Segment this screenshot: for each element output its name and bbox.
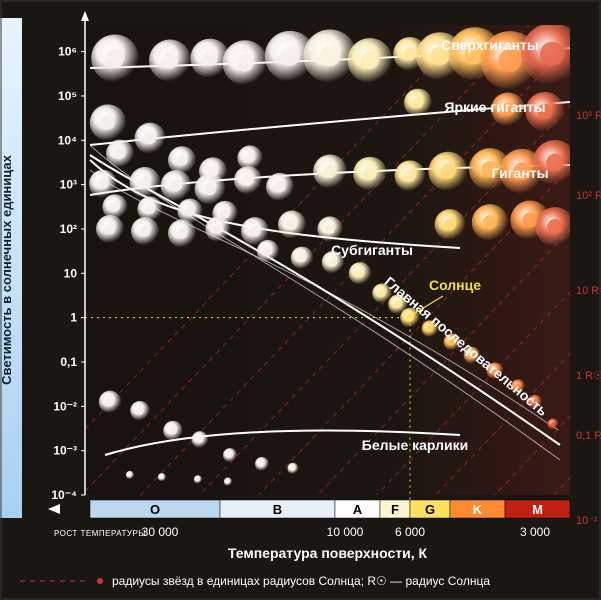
radius-tick-label: 10⁻² R☉	[576, 515, 601, 527]
y-tick-label: 10⁶	[58, 45, 77, 59]
group-label: Яркие гиганты	[444, 99, 545, 115]
x-tick-label: 30 000	[142, 525, 179, 539]
x-tick-label: 6 000	[395, 525, 425, 539]
legend-text: радиусы звёзд в единицах радиусов Солнца…	[112, 574, 490, 588]
group-label: Субгиганты	[331, 242, 413, 258]
y-tick-label: 10	[64, 266, 78, 280]
group-label: Гиганты	[491, 165, 548, 181]
radius-tick-label: 10 R☉	[576, 285, 601, 297]
group-label: Белые карлики	[362, 437, 468, 453]
y-tick-label: 0,1	[60, 355, 77, 369]
radius-tick-label: 1 R☉	[576, 370, 601, 382]
temp-rise-label: РОСТ ТЕМПЕРАТУРЫ	[54, 529, 146, 538]
x-tick-label: 3 000	[520, 525, 550, 539]
y-axis-label: Светимость в солнечных единицах	[0, 154, 14, 385]
y-tick-label: 10⁻²	[53, 399, 77, 413]
y-tick-label: 1	[70, 311, 77, 325]
x-axis-label: Температура поверхности, К	[228, 545, 428, 561]
y-tick-label: 10⁻³	[53, 444, 77, 458]
legend-dot	[97, 578, 103, 584]
radius-tick-label: 0,1 R☉	[576, 430, 601, 442]
x-tick-label: 10 000	[327, 525, 364, 539]
radius-tick-label: 10³ R☉	[576, 110, 601, 122]
group-label: Сверхгиганты	[441, 37, 539, 53]
radius-tick-label: 10² R☉	[576, 190, 601, 202]
y-tick-label: 10⁴	[58, 133, 77, 147]
y-tick-label: 10⁻⁴	[51, 488, 77, 502]
hr-diagram: Светимость в солнечных единицах Сверхгига…	[0, 0, 601, 600]
group-label: Солнце	[429, 277, 481, 293]
y-tick-label: 10²	[60, 222, 77, 236]
y-tick-label: 10³	[60, 178, 77, 192]
y-tick-label: 10⁵	[58, 89, 77, 103]
